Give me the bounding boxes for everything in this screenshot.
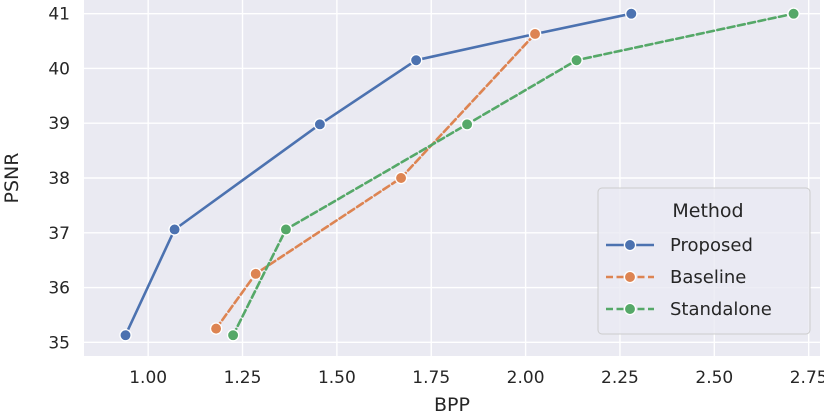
data-point-proposed	[625, 7, 638, 20]
data-point-baseline	[528, 27, 542, 41]
y-tick-label: 40	[48, 59, 70, 79]
legend-box	[597, 187, 811, 335]
data-point-standalone	[279, 223, 293, 236]
x-tick-label: 1.00	[129, 368, 167, 388]
legend-title: Method	[672, 200, 743, 222]
data-point-standalone	[460, 118, 474, 131]
x-axis-ticks: 1.00 1.25 1.50 1.75 2.00 2.25 2.50 2.75	[129, 368, 824, 388]
x-tick-label: 2.25	[601, 368, 639, 388]
y-tick-label: 41	[48, 5, 70, 25]
series-line-proposed	[124, 12, 633, 337]
data-point-baseline	[209, 322, 223, 335]
x-tick-label: 2.75	[790, 368, 824, 388]
data-point-baseline	[249, 267, 262, 281]
x-tick-label: 1.50	[318, 368, 356, 388]
data-point-standalone	[570, 53, 583, 67]
legend-label-baseline: Baseline	[670, 267, 746, 288]
y-tick-label: 39	[48, 114, 70, 134]
y-tick-label: 36	[48, 279, 70, 299]
legend-marker-baseline	[623, 270, 637, 284]
data-point-standalone	[226, 328, 240, 342]
x-axis-title: BPP	[434, 394, 470, 416]
y-axis-ticks: 35 36 37 38 39 40 41	[48, 5, 70, 354]
series-line-baseline	[214, 32, 537, 330]
data-point-proposed	[409, 53, 423, 67]
data-series	[119, 7, 800, 342]
legend-label-standalone: Standalone	[670, 299, 772, 320]
y-tick-label: 35	[48, 333, 70, 353]
data-point-proposed	[313, 118, 327, 131]
legend-label-proposed: Proposed	[670, 235, 753, 256]
x-tick-label: 2.50	[695, 368, 733, 388]
x-tick-label: 1.25	[224, 368, 262, 388]
y-axis-title: PSNR	[1, 153, 23, 204]
legend-marker-standalone	[623, 302, 637, 316]
data-point-proposed	[119, 328, 132, 342]
data-point-standalone	[787, 7, 800, 20]
data-point-baseline	[394, 171, 408, 185]
y-tick-label: 38	[48, 169, 70, 189]
legend: Method Proposed Baseline Standalone	[597, 187, 811, 335]
legend-marker-proposed	[623, 238, 637, 252]
data-point-proposed	[168, 223, 181, 236]
y-tick-label: 37	[48, 224, 70, 244]
x-tick-label: 1.75	[412, 368, 450, 388]
x-tick-label: 2.00	[507, 368, 545, 388]
